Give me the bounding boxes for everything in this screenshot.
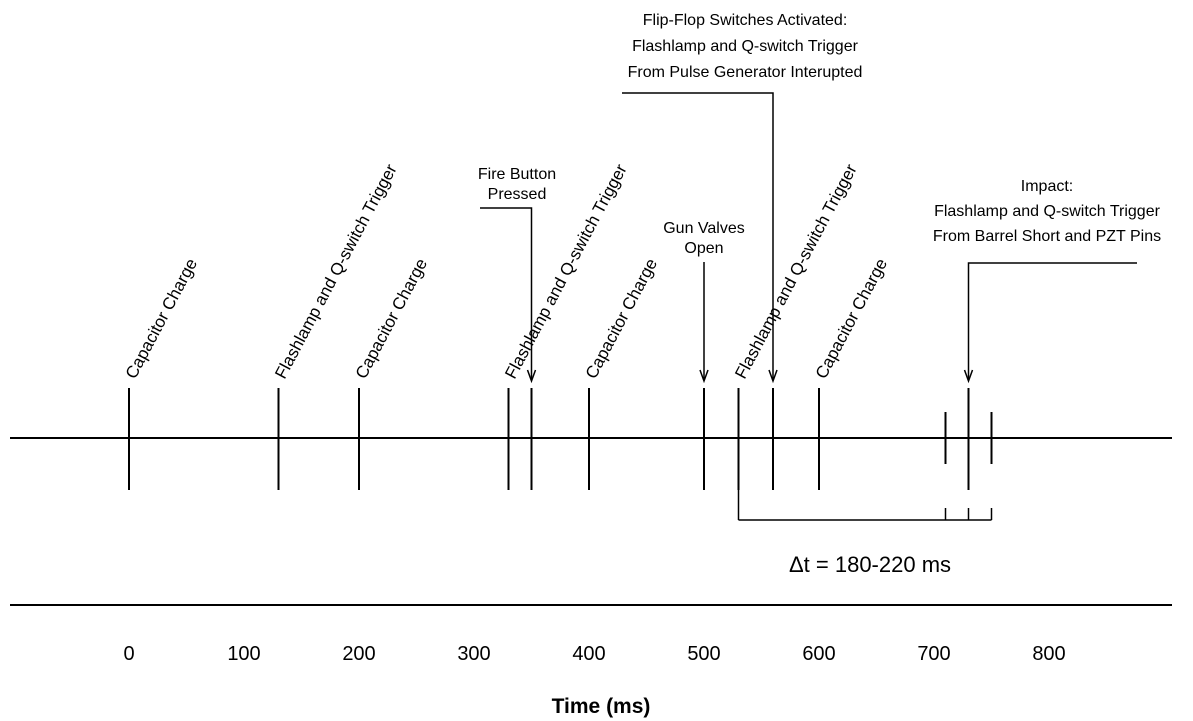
flipflop-annotation-line: Flip-Flop Switches Activated: — [643, 12, 848, 29]
impact-annotation-line: Flashlamp and Q-switch Trigger — [934, 203, 1161, 220]
flipflop-annotation-line: From Pulse Generator Interupted — [628, 64, 863, 81]
event-label: Capacitor Charge — [352, 255, 431, 382]
event-label: Capacitor Charge — [812, 255, 891, 382]
event-ticks — [128, 388, 993, 490]
axis-tick-label: 600 — [802, 643, 835, 665]
axis-tick-label: 0 — [123, 643, 134, 665]
impact-leader — [967, 262, 1137, 379]
fire-annotation-line: Fire Button — [478, 166, 556, 183]
axis-title: Time (ms) — [552, 695, 651, 718]
axis-tick-label: 700 — [917, 643, 950, 665]
impact-annotation-line: From Barrel Short and PZT Pins — [933, 228, 1161, 245]
gun-annotation-line: Open — [684, 240, 723, 257]
arrow-head — [768, 369, 778, 384]
arrow-head — [526, 369, 537, 384]
axis-tick-label: 800 — [1032, 643, 1065, 665]
fire-annotation-text: Fire Button Pressed — [478, 166, 556, 203]
event-label: Capacitor Charge — [122, 255, 201, 382]
flipflop-annotation-line: Flashlamp and Q-switch Trigger — [632, 38, 859, 55]
flipflop-annotation-text: Flip-Flop Switches Activated: Flashlamp a… — [628, 12, 863, 81]
arrow-head — [963, 369, 974, 384]
flipflop-leader — [622, 92, 774, 379]
fire-leader — [480, 207, 533, 379]
delta-t-bracket — [737, 490, 993, 521]
axis-tick-label: 500 — [687, 643, 720, 665]
event-annotations: Fire Button Pressed Gun Valves Open Flip-Flo… — [478, 12, 1161, 384]
axis-tick-label: 400 — [572, 643, 605, 665]
axis-tick-label: 200 — [342, 643, 375, 665]
axis-tick-labels: 0 100 200 300 400 500 600 700 800 — [123, 643, 1065, 665]
arrow-head — [699, 369, 709, 384]
axis-tick-label: 300 — [457, 643, 490, 665]
impact-annotation-line: Impact: — [1021, 178, 1073, 195]
fire-annotation-line: Pressed — [488, 186, 547, 203]
gun-annotation-text: Gun Valves Open — [663, 220, 745, 257]
gun-annotation-line: Gun Valves — [663, 220, 745, 237]
axis-tick-label: 100 — [227, 643, 260, 665]
impact-annotation-text: Impact: Flashlamp and Q-switch Trigger Fro… — [933, 178, 1161, 245]
event-label: Capacitor Charge — [582, 255, 661, 382]
delta-t-label: Δt = 180-220 ms — [789, 552, 951, 577]
